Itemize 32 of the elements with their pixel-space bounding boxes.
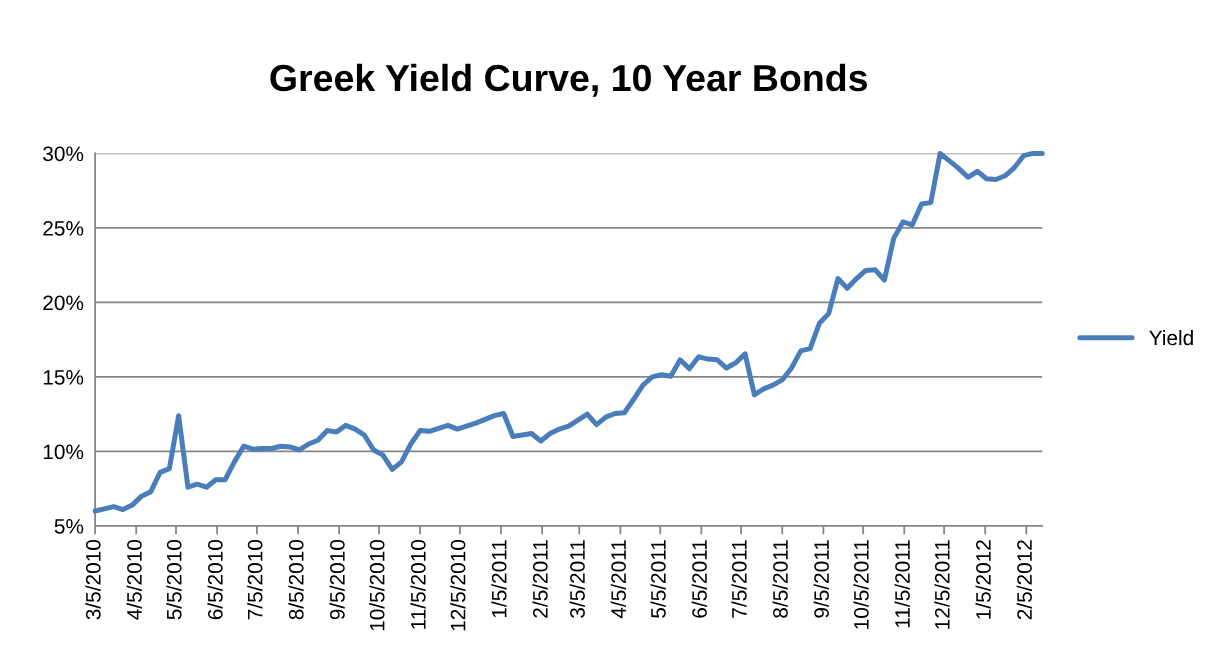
y-tick-label: 20%: [43, 295, 84, 311]
y-tick-label: 5%: [54, 519, 84, 534]
x-tick-label: 9/5/2011: [813, 540, 829, 618]
x-tick-label: 12/5/2010: [450, 539, 466, 631]
x-tick-label: 1/5/2011: [491, 540, 507, 618]
x-tick-label: 10/5/2010: [369, 539, 385, 631]
x-tick-label: 5/5/2010: [166, 539, 182, 620]
x-tick-label: 1/5/2012: [975, 540, 991, 619]
x-tick-label: 4/5/2010: [126, 539, 142, 620]
x-tick-label: 11/5/2010: [410, 539, 426, 629]
x-tick-label: 7/5/2011: [731, 540, 747, 618]
x-tick-label: 6/5/2010: [207, 539, 223, 620]
x-tick-label: 2/5/2011: [532, 540, 548, 618]
x-tick-label: 3/5/2010: [85, 539, 101, 620]
x-tick-label: 9/5/2010: [329, 539, 345, 620]
x-tick-label: 7/5/2010: [247, 539, 263, 620]
y-tick-label: 25%: [43, 220, 84, 236]
x-tick-label: 8/5/2010: [288, 539, 304, 620]
legend-label: Yield: [1149, 329, 1193, 346]
y-tick-label: 30%: [43, 146, 84, 162]
chart-title: Greek Yield Curve, 10 Year Bonds: [270, 63, 867, 97]
x-tick-label: 2/5/2012: [1016, 540, 1032, 620]
x-tick-label: 3/5/2011: [569, 540, 585, 618]
x-tick-label: 6/5/2011: [691, 540, 707, 618]
y-tick-label: 10%: [43, 444, 84, 460]
x-tick-label: 11/5/2011: [894, 540, 910, 628]
x-tick-label: 5/5/2011: [650, 540, 666, 618]
x-tick-label: 4/5/2011: [610, 540, 626, 619]
x-tick-label: 10/5/2011: [853, 540, 869, 629]
y-tick-label: 15%: [43, 370, 84, 385]
x-tick-label: 8/5/2011: [772, 540, 788, 618]
x-tick-label: 12/5/2011: [934, 540, 950, 629]
